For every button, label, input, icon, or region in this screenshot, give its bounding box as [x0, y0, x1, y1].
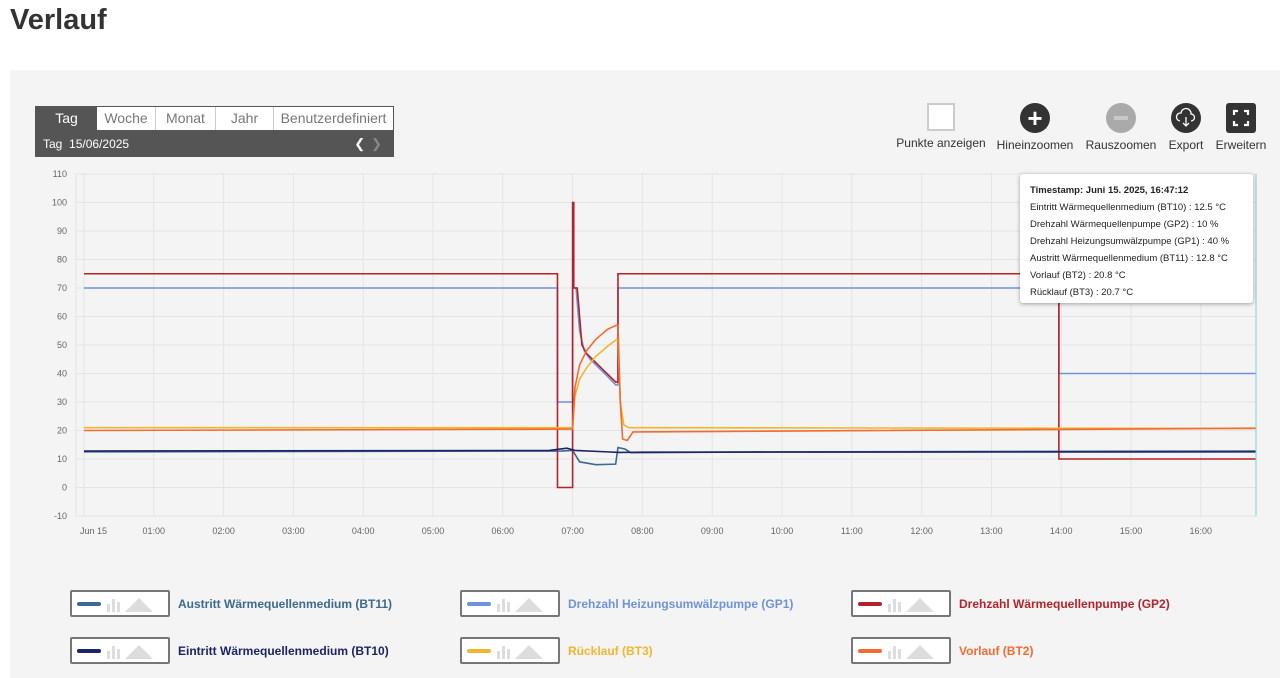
tooltip-line: Vorlauf (BT2) : 20.8 °C	[1030, 270, 1126, 281]
x-tick-label: 11:00	[841, 526, 863, 536]
line-swatch-icon	[467, 648, 491, 653]
chart-type-icon	[107, 597, 153, 612]
x-tick-label: 09:00	[701, 526, 724, 536]
y-tick-label: 110	[53, 169, 67, 179]
x-tick-label: 08:00	[631, 526, 654, 536]
x-tick-label: 01:00	[143, 526, 166, 536]
x-tick-label: 04:00	[352, 526, 375, 536]
legend-item[interactable]: Drehzahl Wärmequellenpumpe (GP2)	[851, 590, 1170, 617]
legend-item[interactable]: Rücklauf (BT3)	[460, 637, 653, 664]
tooltip-line: Eintritt Wärmequellenmedium (BT10) : 12.…	[1030, 202, 1226, 213]
series-line-1	[84, 287, 1256, 403]
export-label: Export	[1168, 138, 1204, 152]
line-swatch-icon	[858, 648, 882, 653]
zoom-in-button[interactable]: + Hineinzoomen	[996, 103, 1074, 152]
checkbox-icon[interactable]	[927, 103, 955, 131]
y-tick-label: 80	[57, 255, 67, 265]
x-tick-label: 13:00	[980, 526, 1003, 536]
line-swatch-icon	[858, 601, 882, 606]
y-tick-label: 30	[57, 397, 67, 407]
tab-monat[interactable]: Monat	[155, 107, 215, 130]
line-swatch-icon	[77, 601, 101, 606]
y-tick-label: 90	[57, 226, 67, 236]
legend-label: Austritt Wärmequellenmedium (BT11)	[178, 596, 393, 611]
series-toggle[interactable]	[460, 637, 560, 664]
legend-label: Eintritt Wärmequellenmedium (BT10)	[178, 643, 389, 658]
x-tick-label: 15:00	[1120, 526, 1143, 536]
series-toggle[interactable]	[851, 637, 951, 664]
series-line-5	[83, 324, 1256, 442]
series-toggle[interactable]	[70, 590, 170, 617]
x-tick-label: Jun 15	[80, 526, 107, 536]
y-tick-label: 50	[57, 340, 67, 350]
plus-icon: +	[1020, 103, 1050, 133]
minus-icon	[1106, 103, 1136, 133]
y-tick-label: 40	[57, 369, 67, 379]
date-label: Tag	[43, 137, 63, 151]
x-tick-label: 07:00	[561, 526, 584, 536]
date-value: 15/06/2025	[69, 137, 130, 151]
tooltip-line: Drehzahl Heizungsumwälzpumpe (GP1) : 40 …	[1030, 236, 1230, 247]
x-tick-label: 06:00	[492, 526, 515, 536]
y-tick-label: 70	[57, 283, 67, 293]
legend-label: Drehzahl Wärmequellenpumpe (GP2)	[959, 596, 1170, 611]
x-tick-label: 03:00	[282, 526, 305, 536]
legend-item[interactable]: Eintritt Wärmequellenmedium (BT10)	[70, 637, 389, 664]
chart-type-icon	[497, 597, 543, 612]
y-tick-label: 10	[57, 454, 67, 464]
x-tick-label: 02:00	[212, 526, 235, 536]
legend-label: Rücklauf (BT3)	[568, 643, 653, 658]
label-clip	[60, 522, 76, 538]
x-tick-label: 05:00	[422, 526, 445, 536]
series-toggle[interactable]	[851, 590, 951, 617]
line-swatch-icon	[467, 601, 491, 606]
fullscreen-icon	[1226, 103, 1256, 133]
expand-label: Erweitern	[1215, 138, 1267, 152]
y-tick-label: 20	[57, 426, 67, 436]
zoom-in-label: Hineinzoomen	[996, 138, 1074, 152]
chart-tooltip: Timestamp: Juni 15. 2025, 16:47:12 Eintr…	[1020, 174, 1253, 303]
page-title: Verlauf	[10, 4, 107, 36]
y-tick-label: 100	[52, 198, 67, 208]
legend-label: Drehzahl Heizungsumwälzpumpe (GP1)	[568, 596, 794, 611]
series-line-3	[83, 447, 1256, 454]
tab-woche[interactable]: Woche	[97, 107, 155, 130]
x-tick-label: 14:00	[1050, 526, 1073, 536]
series-line-2	[84, 201, 1256, 489]
line-swatch-icon	[77, 648, 101, 653]
tab-jahr[interactable]: Jahr	[215, 107, 273, 130]
zoom-out-label: Rauszoomen	[1085, 138, 1157, 152]
expand-button[interactable]: Erweitern	[1214, 103, 1268, 152]
x-tick-label: 10:00	[771, 526, 794, 536]
prev-icon[interactable]: ❮	[354, 136, 366, 151]
range-selector: Tag Woche Monat Jahr Benutzerdefiniert T…	[35, 106, 394, 157]
export-button[interactable]: Export	[1166, 103, 1206, 152]
next-icon[interactable]: ❯	[371, 136, 382, 151]
x-tick-label: 16:00	[1190, 526, 1213, 536]
y-tick-label: -10	[54, 511, 67, 521]
tooltip-line: Rücklauf (BT3) : 20.7 °C	[1030, 287, 1134, 298]
zoom-out-button[interactable]: Rauszoomen	[1085, 103, 1157, 152]
x-tick-label: 12:00	[910, 526, 933, 536]
tooltip-timestamp: Timestamp: Juni 15. 2025, 16:47:12	[1030, 185, 1189, 196]
chart-type-icon	[888, 644, 934, 659]
cloud-download-icon	[1171, 103, 1201, 133]
legend-label: Vorlauf (BT2)	[959, 643, 1034, 658]
chart-type-icon	[107, 644, 153, 659]
series-toggle[interactable]	[460, 590, 560, 617]
chart-type-icon	[888, 597, 934, 612]
show-points-label: Punkte anzeigen	[896, 136, 986, 150]
series-toggle[interactable]	[70, 637, 170, 664]
show-points-toggle[interactable]: Punkte anzeigen	[896, 103, 986, 150]
legend-item[interactable]: Drehzahl Heizungsumwälzpumpe (GP1)	[460, 590, 793, 617]
y-tick-label: 60	[57, 312, 67, 322]
tooltip-line: Austritt Wärmequellenmedium (BT11) : 12.…	[1030, 253, 1228, 264]
tab-tag[interactable]: Tag	[36, 107, 97, 130]
tab-benutzerdefiniert[interactable]: Benutzerdefiniert	[273, 107, 393, 130]
chart-type-icon	[497, 644, 543, 659]
legend-item[interactable]: Vorlauf (BT2)	[851, 637, 1033, 664]
y-tick-label: 0	[62, 483, 67, 493]
legend-item[interactable]: Austritt Wärmequellenmedium (BT11)	[70, 590, 392, 617]
tooltip-line: Drehzahl Wärmequellenpumpe (GP2) : 10 %	[1030, 219, 1219, 230]
